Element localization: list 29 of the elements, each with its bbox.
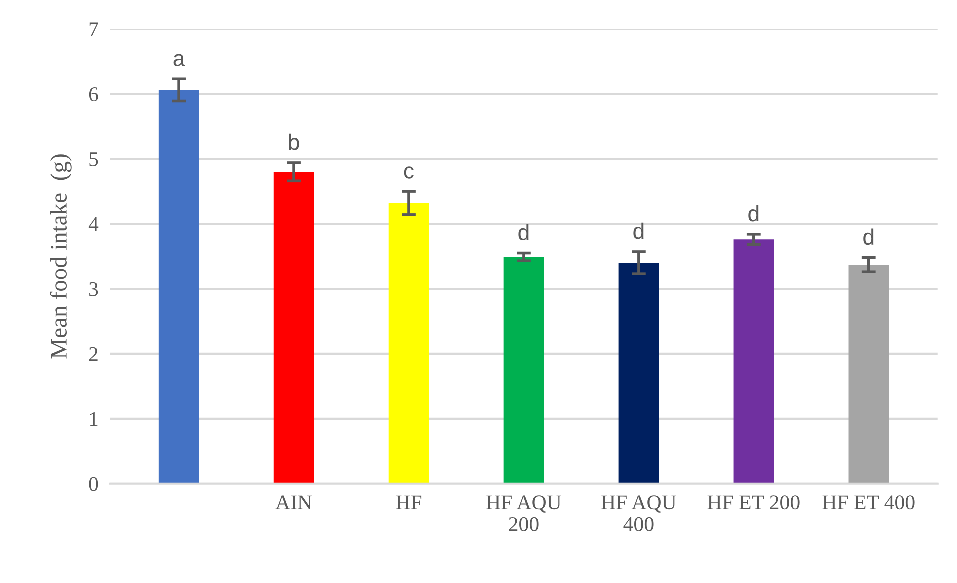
x-tick-label: HF AQU 200 [486, 496, 562, 532]
bar [734, 240, 774, 484]
y-tick-label: 3 [90, 282, 98, 296]
y-tick-label: 7 [90, 22, 98, 36]
x-tick-label: AIN [276, 496, 312, 510]
data-label: c [404, 166, 414, 179]
bar [274, 172, 314, 484]
bar [388, 203, 430, 484]
y-axis-title: Mean food intake (g) [50, 154, 72, 359]
y-tick-label: 1 [90, 412, 98, 426]
data-label: d [864, 228, 874, 246]
y-tick-label: 4 [88, 218, 99, 232]
bar [504, 257, 544, 484]
bar [158, 90, 200, 484]
data-label: d [748, 205, 759, 222]
data-label: b [289, 134, 300, 150]
x-tick-label: HF [396, 496, 422, 510]
x-tick-label: HF AQU 400 [602, 496, 676, 532]
y-tick-label: 6 [89, 88, 98, 102]
y-tick-label: 5 [90, 152, 98, 167]
bar [618, 263, 660, 484]
y-tick-label: 2 [89, 347, 98, 362]
data-label: d [518, 224, 529, 241]
x-tick-label: HF ET 200 [708, 496, 800, 510]
data-label: d [634, 222, 644, 240]
x-tick-label: HF ET 400 [822, 496, 915, 510]
bar [848, 264, 889, 484]
data-label: a [174, 54, 186, 66]
y-tick-label: 0 [89, 477, 98, 492]
